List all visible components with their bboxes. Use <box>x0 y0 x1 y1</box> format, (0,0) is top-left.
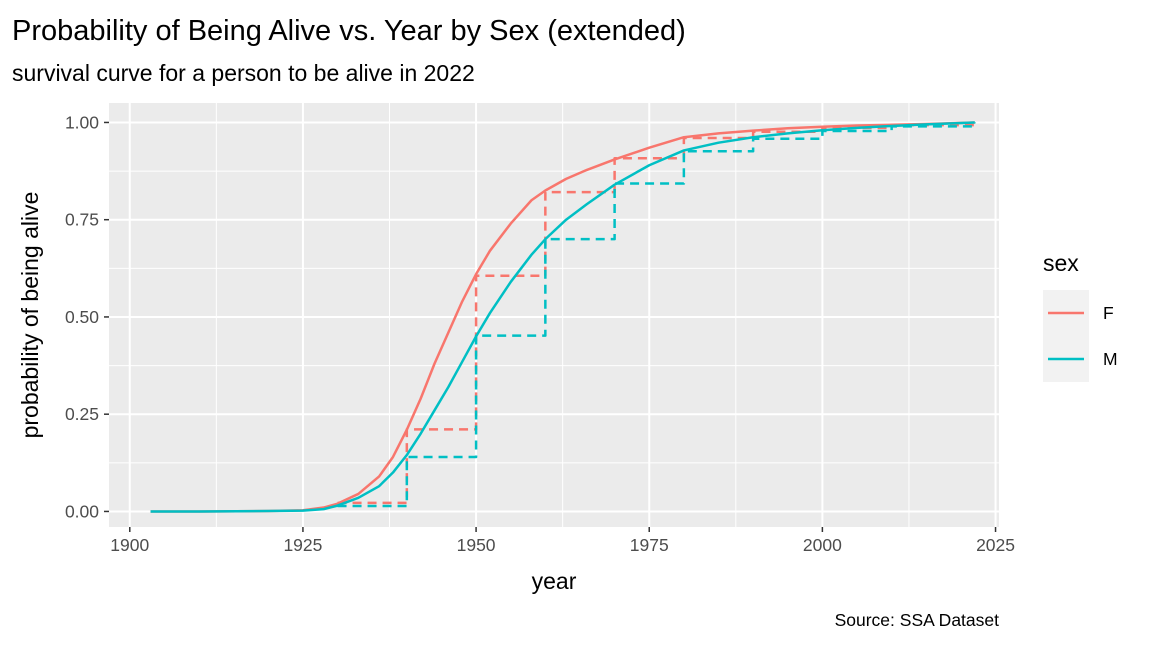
series-m-solid-line <box>150 121 975 513</box>
x-tick-label: 1975 <box>630 535 669 555</box>
legend-label-f: F <box>1103 303 1114 323</box>
chart-subtitle: survival curve for a person to be alive … <box>12 60 475 86</box>
chart-title: Probability of Being Alive vs. Year by S… <box>12 15 686 47</box>
legend: sex F M <box>1043 250 1118 382</box>
y-tick-label: 0.25 <box>65 404 99 424</box>
y-axis-title: probability of being alive <box>17 192 43 439</box>
series-m-dashed-line <box>337 122 977 508</box>
x-tick-label: 2025 <box>976 535 1015 555</box>
axis-ticks: 1900 1925 1950 1975 2000 2025 0.00 0.25 0.50 0.75… <box>65 112 1015 555</box>
major-gridlines <box>109 103 999 527</box>
legend-title: sex <box>1043 250 1079 276</box>
legend-label-m: M <box>1103 349 1118 369</box>
x-tick-label: 2000 <box>803 535 842 555</box>
y-tick-label: 0.75 <box>65 210 99 230</box>
x-tick-label: 1900 <box>110 535 149 555</box>
plot-panel <box>109 103 999 527</box>
series-f-solid-line <box>150 121 975 513</box>
y-tick-label: 0.50 <box>65 307 99 327</box>
minor-gridlines <box>109 103 999 527</box>
x-tick-label: 1925 <box>283 535 322 555</box>
x-tick-label: 1950 <box>457 535 496 555</box>
x-axis-title: year <box>532 568 577 594</box>
y-tick-label: 0.00 <box>65 501 99 521</box>
series-layer <box>150 121 977 513</box>
y-tick-label: 1.00 <box>65 112 99 132</box>
chart-caption: Source: SSA Dataset <box>835 610 1000 630</box>
